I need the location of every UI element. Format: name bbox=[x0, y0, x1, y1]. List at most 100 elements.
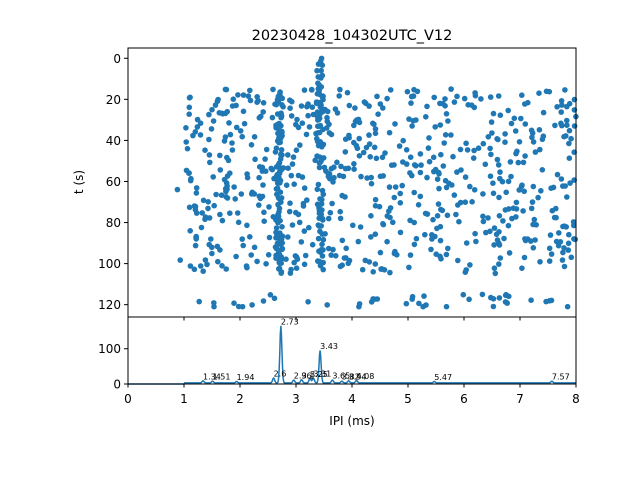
raster-point bbox=[560, 183, 566, 189]
raster-title: 20230428_104302UTC_V12 bbox=[252, 28, 453, 44]
raster-point bbox=[275, 213, 282, 219]
raster-point bbox=[403, 300, 410, 307]
raster-point bbox=[316, 164, 323, 171]
raster-point bbox=[549, 207, 556, 214]
raster-point bbox=[403, 147, 410, 153]
raster-point bbox=[471, 147, 477, 154]
raster-point bbox=[184, 145, 191, 152]
raster-point bbox=[409, 172, 415, 179]
raster-point bbox=[199, 210, 205, 216]
raster-point bbox=[289, 222, 296, 228]
raster-point bbox=[240, 108, 247, 115]
raster-point bbox=[254, 258, 260, 265]
raster-point bbox=[391, 162, 397, 168]
raster-point bbox=[436, 185, 442, 192]
raster-point bbox=[490, 190, 497, 197]
raster-point bbox=[411, 189, 418, 196]
raster-point bbox=[205, 199, 211, 205]
raster-point bbox=[265, 252, 272, 258]
raster-point bbox=[424, 174, 430, 181]
raster-point bbox=[558, 98, 565, 104]
raster-point bbox=[485, 215, 491, 221]
raster-point bbox=[290, 154, 297, 160]
raster-point bbox=[322, 231, 328, 237]
raster-point bbox=[461, 95, 468, 102]
raster-point bbox=[382, 150, 388, 156]
raster-point bbox=[318, 75, 324, 81]
raster-point bbox=[274, 121, 281, 128]
histogram-x-ticks: 0 1 2 3 4 5 6 7 8 bbox=[124, 384, 580, 406]
raster-point bbox=[397, 229, 404, 236]
raster-point bbox=[512, 128, 519, 134]
raster-point bbox=[368, 174, 375, 181]
histogram-peak-label: 3.1 bbox=[302, 371, 315, 380]
raster-point bbox=[437, 122, 444, 128]
raster-point bbox=[351, 166, 357, 172]
raster-point bbox=[244, 174, 251, 181]
raster-point bbox=[448, 86, 454, 92]
raster-point bbox=[317, 262, 324, 269]
raster-point bbox=[239, 303, 246, 310]
raster-point bbox=[380, 221, 386, 227]
raster-point bbox=[391, 250, 398, 257]
raster-point bbox=[415, 202, 422, 208]
raster-point bbox=[372, 130, 379, 137]
raster-point bbox=[330, 179, 336, 185]
raster-point bbox=[277, 135, 284, 142]
raster-point bbox=[252, 156, 258, 163]
raster-point bbox=[373, 155, 380, 162]
histogram-peak-label: 2.96 bbox=[294, 372, 312, 381]
raster-point bbox=[368, 180, 375, 187]
raster-point bbox=[245, 93, 252, 99]
raster-point bbox=[482, 161, 489, 168]
raster-point bbox=[371, 296, 378, 303]
raster-point bbox=[356, 153, 363, 159]
raster-point bbox=[457, 146, 464, 153]
raster-point bbox=[305, 299, 311, 305]
raster-point bbox=[336, 93, 343, 99]
raster-point bbox=[314, 67, 320, 74]
raster-point bbox=[469, 199, 475, 205]
raster-point bbox=[218, 192, 225, 198]
raster-point bbox=[434, 176, 441, 182]
raster-point bbox=[277, 89, 283, 95]
raster-point bbox=[506, 250, 513, 256]
raster-point bbox=[202, 147, 208, 153]
raster-point bbox=[300, 200, 307, 207]
raster-point bbox=[400, 137, 407, 144]
histogram-x-tick-label: 3 bbox=[292, 392, 300, 406]
raster-point bbox=[204, 261, 210, 268]
raster-point bbox=[326, 121, 332, 128]
raster-point bbox=[289, 161, 296, 167]
raster-point bbox=[368, 213, 374, 219]
raster-point bbox=[255, 202, 262, 208]
raster-point bbox=[552, 122, 558, 129]
raster-point bbox=[451, 192, 458, 198]
raster-point bbox=[269, 114, 276, 121]
raster-point bbox=[193, 190, 200, 196]
raster-point bbox=[243, 263, 250, 269]
raster-point bbox=[239, 133, 245, 140]
raster-point bbox=[522, 153, 528, 159]
raster-point bbox=[186, 204, 193, 211]
raster-point bbox=[260, 100, 267, 106]
raster-point bbox=[223, 188, 229, 195]
raster-point bbox=[442, 103, 448, 109]
raster-point bbox=[273, 229, 279, 236]
histogram-peak-label: 3.31 bbox=[313, 370, 331, 379]
raster-point bbox=[558, 109, 564, 115]
raster-point bbox=[325, 245, 332, 252]
raster-point bbox=[196, 298, 202, 305]
raster-point bbox=[205, 205, 211, 212]
raster-point bbox=[210, 118, 217, 124]
raster-point bbox=[260, 182, 266, 188]
raster-point bbox=[496, 213, 503, 219]
raster-point bbox=[480, 218, 487, 225]
raster-point bbox=[267, 292, 274, 298]
raster-points bbox=[174, 55, 579, 310]
raster-point bbox=[386, 184, 393, 190]
raster-point bbox=[304, 197, 310, 203]
raster-point bbox=[319, 187, 326, 194]
raster-point bbox=[249, 302, 255, 308]
histogram-x-tick-label: 5 bbox=[404, 392, 412, 406]
